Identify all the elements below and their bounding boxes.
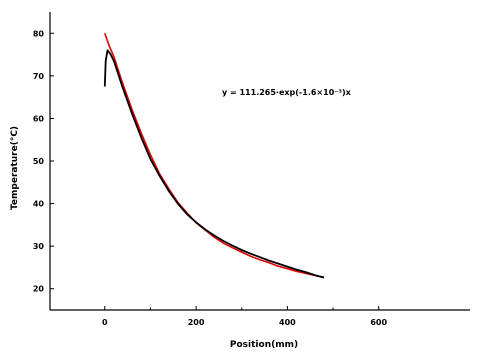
y-tick-label: 40 bbox=[33, 200, 45, 209]
measured-curve-line bbox=[103, 49, 325, 279]
fit-equation-annotation: y = 111.265·exp(-1.6×10⁻³)x bbox=[222, 88, 352, 97]
y-axis-ticks: 20 30 40 50 60 70 80 bbox=[33, 29, 54, 294]
y-axis-title: Temperature(°C) bbox=[10, 126, 20, 210]
y-tick-label: 20 bbox=[33, 285, 45, 294]
y-tick-label: 30 bbox=[33, 242, 45, 251]
y-tick-label: 60 bbox=[33, 114, 45, 123]
y-tick-label: 80 bbox=[33, 29, 45, 38]
x-tick-label: 0 bbox=[102, 318, 108, 327]
x-axis-title: Position(mm) bbox=[230, 340, 298, 350]
x-tick-label: 600 bbox=[370, 318, 387, 327]
plot-frame bbox=[49, 12, 470, 311]
y-tick-label: 50 bbox=[33, 157, 45, 166]
series-layer bbox=[103, 33, 325, 279]
x-tick-label: 200 bbox=[188, 318, 205, 327]
y-tick-label: 70 bbox=[33, 72, 45, 81]
fitted-curve-line bbox=[104, 33, 325, 278]
x-axis-ticks: 0 200 400 600 bbox=[102, 306, 387, 327]
x-tick-label: 400 bbox=[279, 318, 296, 327]
